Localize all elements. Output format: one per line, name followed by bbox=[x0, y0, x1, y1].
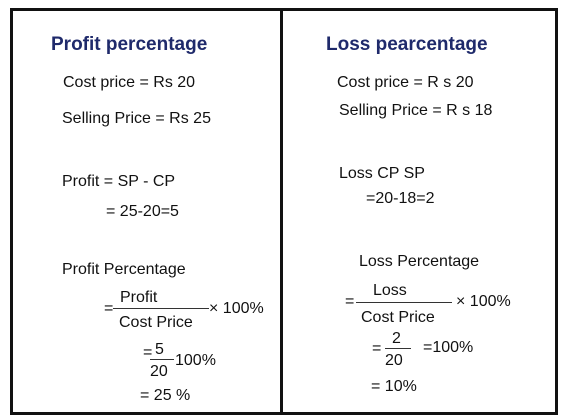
loss-fraction-denominator: Cost Price bbox=[361, 309, 435, 326]
loss-step-numerator: 2 bbox=[392, 330, 401, 347]
profit-title: Profit percentage bbox=[51, 34, 208, 55]
loss-title: Loss pearcentage bbox=[326, 34, 488, 55]
loss-step-denominator: 20 bbox=[385, 352, 403, 369]
loss-fraction-numerator: Loss bbox=[373, 282, 407, 299]
loss-selling-price: Selling Price = R s 18 bbox=[339, 102, 493, 119]
profit-fraction-bar bbox=[113, 308, 209, 310]
loss-result: = 10% bbox=[371, 378, 417, 395]
profit-cost-price: Cost price = Rs 20 bbox=[63, 74, 196, 91]
profit-fraction-multiplier: × 100% bbox=[209, 300, 264, 317]
profit-formula: Profit = SP - CP bbox=[62, 173, 176, 190]
profit-fraction-numerator: Profit bbox=[120, 289, 158, 306]
loss-step-bar bbox=[385, 348, 411, 350]
loss-fraction-multiplier: × 100% bbox=[456, 293, 511, 310]
loss-fraction-equals: = bbox=[345, 293, 355, 310]
comparison-table-border bbox=[10, 8, 558, 415]
profit-step-numerator: 5 bbox=[155, 341, 164, 358]
profit-step-bar bbox=[150, 359, 174, 361]
profit-calculation: = 25-20=5 bbox=[106, 203, 179, 220]
loss-step-multiplier: =100% bbox=[423, 339, 474, 356]
profit-fraction-denominator: Cost Price bbox=[119, 314, 193, 331]
profit-step-equals: = bbox=[143, 344, 153, 361]
profit-step-multiplier: 100% bbox=[175, 352, 216, 369]
loss-calculation: =20-18=2 bbox=[366, 190, 435, 207]
loss-cost-price: Cost price = R s 20 bbox=[337, 74, 474, 91]
loss-percentage-heading: Loss Percentage bbox=[359, 253, 480, 270]
profit-selling-price: Selling Price = Rs 25 bbox=[62, 110, 211, 127]
loss-formula: Loss CP SP bbox=[339, 165, 425, 182]
loss-step-equals: = bbox=[372, 340, 382, 357]
profit-percentage-heading: Profit Percentage bbox=[62, 261, 186, 278]
profit-result: = 25 % bbox=[140, 387, 191, 404]
column-divider bbox=[280, 8, 283, 412]
profit-fraction-equals: = bbox=[104, 300, 114, 317]
loss-fraction-bar bbox=[356, 302, 452, 304]
profit-step-denominator: 20 bbox=[150, 363, 168, 380]
